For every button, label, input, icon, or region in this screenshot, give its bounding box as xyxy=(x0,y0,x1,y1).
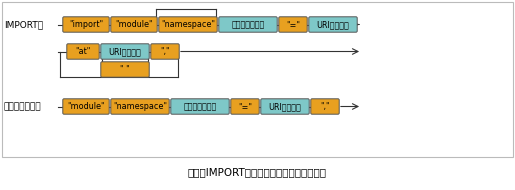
Text: 図２：IMPORT文、モジュール宣言の構文図: 図２：IMPORT文、モジュール宣言の構文図 xyxy=(188,167,327,177)
Text: "import": "import" xyxy=(69,20,103,29)
Text: "namespace": "namespace" xyxy=(161,20,215,29)
FancyBboxPatch shape xyxy=(279,17,307,32)
FancyBboxPatch shape xyxy=(111,99,169,114)
FancyBboxPatch shape xyxy=(63,99,109,114)
FancyBboxPatch shape xyxy=(63,17,109,32)
Text: URIリテラル: URIリテラル xyxy=(269,102,301,111)
FancyBboxPatch shape xyxy=(261,99,309,114)
Text: "module": "module" xyxy=(67,102,105,111)
Text: ",": "," xyxy=(320,102,330,111)
Text: "=": "=" xyxy=(286,20,300,29)
FancyBboxPatch shape xyxy=(311,99,339,114)
Text: URIリテラル: URIリテラル xyxy=(109,47,142,56)
FancyBboxPatch shape xyxy=(101,44,149,59)
Text: "module": "module" xyxy=(115,20,153,29)
Text: 名前空間接頭辞: 名前空間接頭辞 xyxy=(231,20,265,29)
Text: URIリテラル: URIリテラル xyxy=(317,20,349,29)
FancyBboxPatch shape xyxy=(171,99,229,114)
FancyBboxPatch shape xyxy=(151,44,179,59)
Text: モジュール宣言: モジュール宣言 xyxy=(4,102,42,111)
FancyBboxPatch shape xyxy=(111,17,157,32)
Text: "=": "=" xyxy=(238,102,252,111)
FancyBboxPatch shape xyxy=(159,17,217,32)
Text: " ": " " xyxy=(120,65,130,74)
FancyBboxPatch shape xyxy=(101,62,149,77)
FancyBboxPatch shape xyxy=(309,17,357,32)
Text: "namespace": "namespace" xyxy=(113,102,167,111)
FancyBboxPatch shape xyxy=(67,44,99,59)
Text: 名前空間接頭辞: 名前空間接頭辞 xyxy=(183,102,217,111)
Text: IMPORT文: IMPORT文 xyxy=(4,20,43,29)
FancyBboxPatch shape xyxy=(231,99,259,114)
Text: "at": "at" xyxy=(75,47,91,56)
FancyBboxPatch shape xyxy=(219,17,277,32)
Text: ",": "," xyxy=(160,47,170,56)
